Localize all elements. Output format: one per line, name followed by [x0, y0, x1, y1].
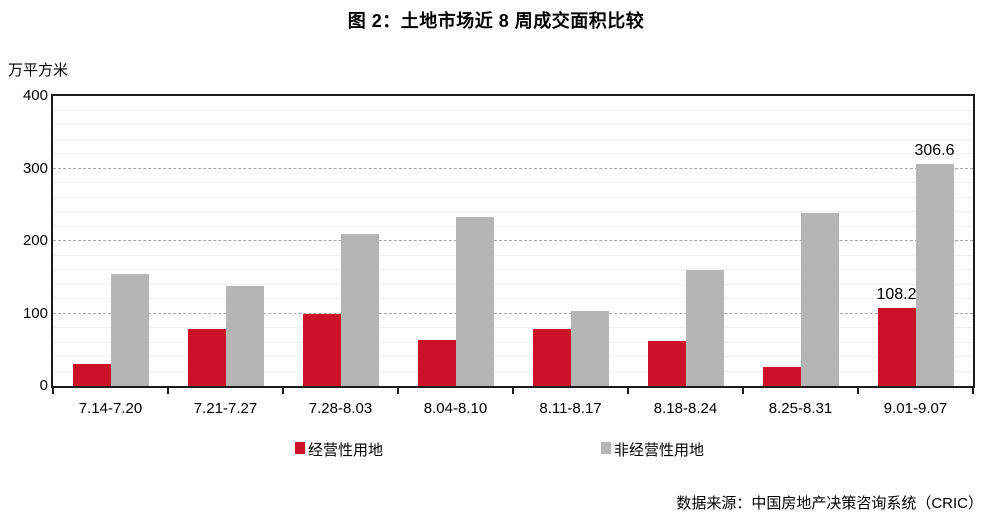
bar-operational-land — [72, 363, 111, 386]
bar-non-operational-land — [570, 311, 609, 386]
x-axis-tick — [397, 388, 399, 394]
y-axis-tick-label: 200 — [22, 232, 48, 249]
bar-non-operational-land — [915, 163, 954, 386]
minor-gridline — [53, 269, 973, 270]
x-axis-label: 7.28-8.03 — [308, 400, 373, 417]
bar-operational-land — [187, 329, 226, 386]
x-axis-tick — [857, 388, 859, 394]
minor-gridline — [53, 138, 973, 140]
x-axis-tick — [167, 388, 169, 394]
minor-gridline — [53, 124, 973, 125]
x-axis-label: 8.04-8.10 — [423, 400, 488, 417]
x-axis-label: 8.11-8.17 — [539, 400, 602, 417]
minor-gridline — [53, 109, 973, 111]
legend-marker-red-square — [295, 442, 305, 454]
y-axis-tick-label: 0 — [39, 377, 48, 394]
x-axis-label: 7.14-7.20 — [78, 400, 143, 417]
minor-gridline — [53, 211, 973, 212]
minor-gridline — [53, 196, 973, 198]
y-axis-tick-label: 400 — [22, 87, 48, 104]
minor-gridline — [53, 283, 973, 285]
legend-item-non-operational-land: 非经营性用地 — [601, 441, 704, 460]
minor-gridline — [53, 341, 973, 343]
x-axis-tick — [627, 388, 629, 394]
legend-item-operational-land: 经营性用地 — [295, 441, 383, 460]
plot-area: 108.2 306.6 — [51, 94, 975, 388]
bar-non-operational-land — [110, 274, 149, 386]
minor-gridline — [53, 356, 973, 357]
bar-non-operational-land — [800, 213, 839, 386]
bar-value-label: 108.2 — [876, 285, 917, 303]
minor-gridline — [53, 327, 973, 328]
bar-operational-land — [647, 341, 686, 386]
bar-operational-land — [532, 329, 571, 386]
bar-non-operational-land — [340, 233, 379, 386]
minor-gridline — [53, 254, 973, 256]
legend-label-operational-land: 经营性用地 — [308, 442, 384, 459]
minor-gridline — [53, 298, 973, 299]
major-gridline — [53, 312, 973, 314]
minor-gridline — [53, 153, 973, 154]
x-axis-label: 8.18-8.24 — [653, 400, 718, 417]
source-note: 数据来源：中国房地产决策咨询系统（CRIC） — [676, 495, 983, 512]
y-axis-unit-label: 万平方米 — [8, 62, 69, 79]
major-gridline — [53, 167, 973, 169]
x-axis-tick — [742, 388, 744, 394]
bar-operational-land — [877, 307, 916, 386]
x-axis-tick — [282, 388, 284, 394]
bar-operational-land — [417, 340, 456, 386]
bar-non-operational-land — [455, 217, 494, 386]
y-axis-tick-label: 100 — [22, 304, 48, 322]
chart-title: 图 2：土地市场近 8 周成交面积比较 — [347, 11, 645, 31]
bar-non-operational-land — [685, 270, 724, 386]
legend-marker-gray-square — [601, 442, 611, 454]
major-gridline — [53, 240, 973, 241]
minor-gridline — [53, 182, 973, 183]
minor-gridline — [53, 225, 973, 227]
bar-operational-land — [762, 367, 801, 386]
y-axis-tick-label: 300 — [22, 159, 48, 177]
x-axis-tick — [52, 388, 54, 394]
x-axis-label: 9.01-9.07 — [883, 400, 948, 417]
x-axis-tick — [512, 388, 514, 394]
legend-label-non-operational-land: 非经营性用地 — [614, 442, 705, 459]
x-axis-label: 7.21-7.27 — [193, 400, 258, 417]
x-axis-label: 8.25-8.31 — [768, 400, 833, 417]
x-axis-tick — [972, 388, 974, 394]
bar-operational-land — [302, 314, 341, 386]
bar-value-label: 306.6 — [914, 141, 955, 159]
bar-non-operational-land — [225, 285, 264, 386]
minor-gridline — [53, 370, 973, 372]
